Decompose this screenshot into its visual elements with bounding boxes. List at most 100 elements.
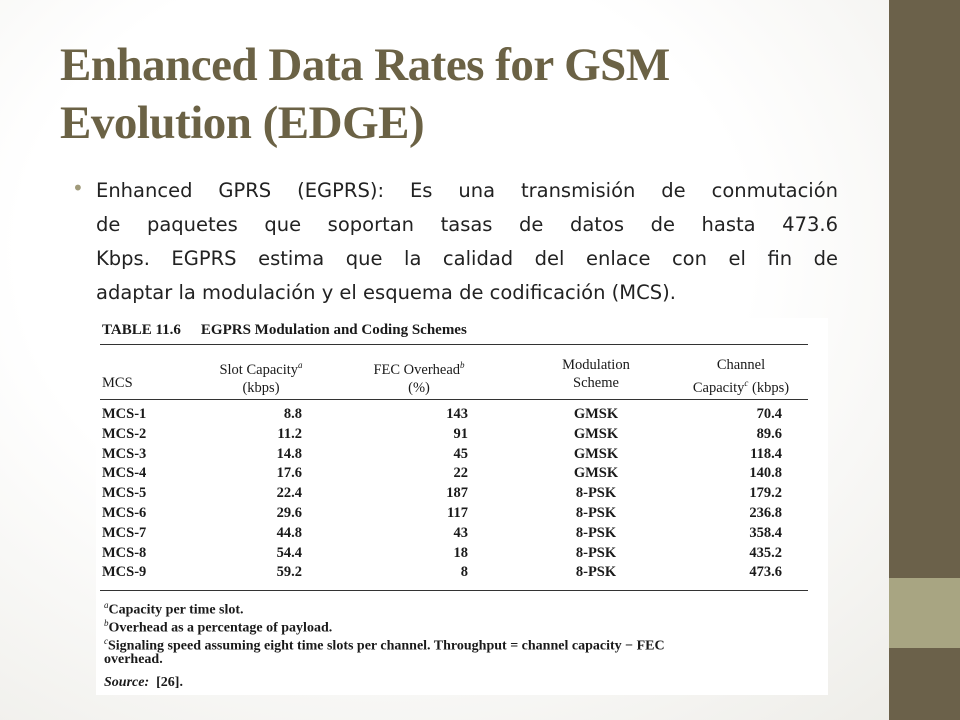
footnote-c-text: Signaling speed assuming eight time slot… <box>108 638 665 654</box>
footnote-a-mark: a <box>104 600 109 610</box>
table-row: MCS-4 17.6 22 GMSK 140.8 <box>96 465 828 482</box>
table-image: TABLE 11.6 EGPRS Modulation and Coding Sc… <box>96 318 828 695</box>
cell-channel-capacity: 89.6 <box>756 425 782 442</box>
cell-channel-capacity: 118.4 <box>750 445 782 462</box>
table-bottom-rule <box>100 590 808 591</box>
table-source: Source: [26]. <box>104 674 183 691</box>
cell-mcs: MCS-5 <box>102 485 147 502</box>
slide-title-line-2: Evolution (EDGE) <box>60 97 425 149</box>
cell-fec-overhead: 187 <box>446 485 468 502</box>
bullet-text: Enhanced GPRS (EGPRS): Es una transmisió… <box>96 174 838 310</box>
cell-channel-capacity: 70.4 <box>756 406 782 422</box>
cell-fec-overhead: 18 <box>453 544 469 561</box>
footnote-c: cSignaling speed assuming eight time slo… <box>104 633 816 655</box>
cell-modulation: 8-PSK <box>575 544 617 561</box>
cell-modulation: GMSK <box>573 445 619 462</box>
header-slot-line1: Slot Capacity <box>219 361 299 378</box>
cell-mcs: MCS-9 <box>102 564 147 581</box>
header-channel-capacity: Channel Capacityc (kbps) <box>666 356 816 397</box>
header-slot-sup: a <box>298 360 303 370</box>
footnote-c-mark: c <box>104 636 108 646</box>
header-fec-overhead: FEC Overheadb (%) <box>354 356 484 397</box>
cell-fec-overhead: 43 <box>453 524 469 541</box>
bullet-line: Enhanced GPRS (EGPRS): Es una transmisió… <box>96 179 838 202</box>
table-row: MCS-7 44.8 43 8-PSK 358.4 <box>96 525 828 542</box>
cell-fec-overhead: 117 <box>447 505 468 521</box>
cell-fec-overhead: 45 <box>453 445 469 462</box>
cell-slot-capacity: 11.2 <box>277 425 302 442</box>
cell-mcs: MCS-2 <box>102 425 147 442</box>
bullet-line: de paquetes que soportan tasas de datos … <box>96 213 838 236</box>
cell-modulation: GMSK <box>573 425 619 442</box>
header-cap-line2a: Capacity <box>692 379 745 396</box>
bullet-dot-icon: • <box>72 176 84 200</box>
cell-slot-capacity: 8.8 <box>283 406 302 422</box>
cell-modulation: 8-PSK <box>575 564 617 581</box>
table-header-rule <box>100 399 808 400</box>
header-slot-line2: (kbps) <box>242 379 280 396</box>
header-fec-line1: FEC Overhead <box>373 361 461 378</box>
cell-fec-overhead: 91 <box>453 425 469 442</box>
header-fec-line2: (%) <box>408 379 430 396</box>
bullet-line: adaptar la modulación y el esquema de co… <box>96 281 676 304</box>
header-modulation: Modulation Scheme <box>534 356 658 392</box>
table-row: MCS-1 8.8 143 GMSK 70.4 <box>96 406 828 423</box>
cell-channel-capacity: 179.2 <box>749 485 782 502</box>
slide-title-line-1: Enhanced Data Rates for GSM <box>60 39 670 91</box>
cell-fec-overhead: 8 <box>460 564 468 581</box>
cell-channel-capacity: 435.2 <box>749 544 782 561</box>
table-row: MCS-9 59.2 8 8-PSK 473.6 <box>96 564 828 581</box>
header-cap-sup: c <box>744 378 749 388</box>
footnote-c-continued: overhead. <box>104 652 163 667</box>
table-row: MCS-6 29.6 117 8-PSK 236.8 <box>96 505 828 522</box>
cell-modulation: GMSK <box>573 465 619 482</box>
cell-mcs: MCS-7 <box>102 524 147 541</box>
footnote-b-text: Overhead as a percentage of payload. <box>108 620 333 636</box>
bullet-line: Kbps. EGPRS estima que la calidad del en… <box>96 247 838 270</box>
table-row: MCS-8 54.4 18 8-PSK 435.2 <box>96 545 828 562</box>
table-caption: TABLE 11.6 EGPRS Modulation and Coding Sc… <box>102 322 467 339</box>
header-fec-sup: b <box>460 360 465 370</box>
table-top-rule <box>100 344 808 345</box>
source-label: Source: <box>104 675 150 690</box>
sidebar-bar-top <box>889 0 960 578</box>
cell-slot-capacity: 17.6 <box>276 465 302 482</box>
sidebar-bar-bottom <box>889 648 960 720</box>
cell-mcs: MCS-4 <box>102 465 147 482</box>
cell-slot-capacity: 29.6 <box>276 505 302 521</box>
cell-fec-overhead: 22 <box>453 465 469 482</box>
header-mod-line1: Modulation <box>562 357 630 373</box>
footnote-b-mark: b <box>104 618 109 628</box>
slide-title: Enhanced Data Rates for GSM Evolution (E… <box>60 36 860 152</box>
header-cap-line1: Channel <box>716 357 766 373</box>
table-row: MCS-2 11.2 91 GMSK 89.6 <box>96 426 828 443</box>
table-caption-title: EGPRS Modulation and Coding Schemes <box>200 322 467 338</box>
cell-channel-capacity: 140.8 <box>749 465 782 482</box>
header-cap-line2b: (kbps) <box>748 379 790 396</box>
cell-mcs: MCS-8 <box>102 544 147 561</box>
sidebar-bar-accent <box>889 578 960 648</box>
source-value: [26]. <box>156 675 183 690</box>
cell-slot-capacity: 22.4 <box>276 485 302 502</box>
table-row: MCS-3 14.8 45 GMSK 118.4 <box>96 446 828 463</box>
footnote-a-text: Capacity per time slot. <box>108 602 244 618</box>
cell-slot-capacity: 59.2 <box>276 564 302 581</box>
cell-modulation: 8-PSK <box>575 485 617 502</box>
header-slot-capacity: Slot Capacitya (kbps) <box>196 356 326 397</box>
cell-slot-capacity: 54.4 <box>276 544 302 561</box>
cell-mcs: MCS-3 <box>102 445 147 462</box>
table-caption-number: TABLE 11.6 <box>102 322 181 338</box>
header-mcs: MCS <box>102 375 133 391</box>
cell-modulation: GMSK <box>573 406 619 422</box>
cell-mcs: MCS-6 <box>102 505 147 521</box>
footnote-a: aCapacity per time slot. <box>104 597 244 619</box>
header-mod-line2: Scheme <box>573 375 619 391</box>
cell-fec-overhead: 143 <box>446 406 468 422</box>
cell-channel-capacity: 358.4 <box>749 524 782 541</box>
cell-slot-capacity: 14.8 <box>276 445 302 462</box>
table-row: MCS-5 22.4 187 8-PSK 179.2 <box>96 485 828 502</box>
cell-mcs: MCS-1 <box>102 406 147 422</box>
cell-slot-capacity: 44.8 <box>276 524 302 541</box>
cell-modulation: 8-PSK <box>575 505 617 521</box>
cell-modulation: 8-PSK <box>575 524 617 541</box>
